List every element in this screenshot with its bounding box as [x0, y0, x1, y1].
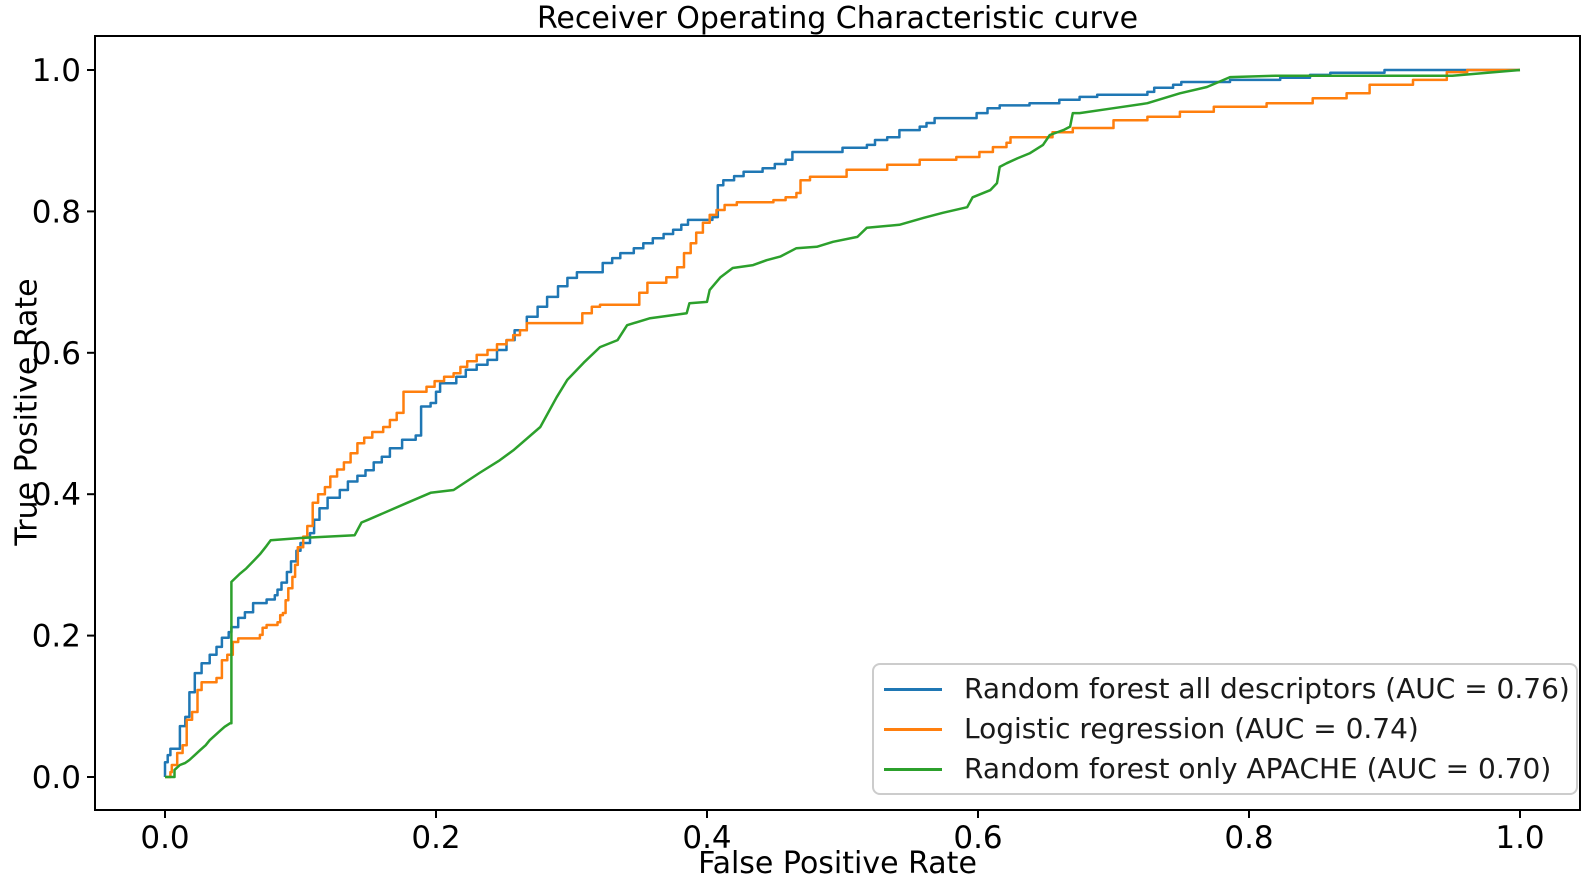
legend-label: Random forest all descriptors (AUC = 0.7… [964, 672, 1570, 705]
x-tick-label: 0.8 [1224, 820, 1273, 856]
x-tick-label: 0.4 [682, 820, 731, 856]
roc-curve-1 [165, 68, 1520, 779]
x-tick-label: 0.6 [953, 820, 1002, 856]
y-tick-label: 0.4 [32, 477, 81, 513]
roc-curve-2 [165, 68, 1521, 779]
y-tick-label: 0.8 [32, 194, 81, 230]
legend: Random forest all descriptors (AUC = 0.7… [872, 663, 1578, 795]
legend-label: Logistic regression (AUC = 0.74) [964, 712, 1419, 745]
legend-item-logistic-regression: Logistic regression (AUC = 0.74) [874, 715, 1576, 743]
legend-line-swatch-blue [884, 687, 942, 691]
legend-line-swatch-green [884, 767, 942, 771]
y-axis-label: True Positive Rate [9, 278, 45, 546]
x-tick-label: 1.0 [1495, 820, 1544, 856]
y-tick-label: 0.2 [32, 619, 81, 655]
y-tick-label: 0.6 [32, 336, 81, 372]
legend-line-swatch-orange [884, 727, 942, 731]
legend-item-random-forest-all: Random forest all descriptors (AUC = 0.7… [874, 675, 1576, 703]
roc-curve-0 [163, 68, 1520, 777]
x-tick-label: 0.2 [411, 820, 460, 856]
x-tick-label: 0.0 [140, 820, 189, 856]
axes-spines [94, 35, 1581, 811]
chart-title: Receiver Operating Characteristic curve [536, 1, 1139, 36]
legend-label: Random forest only APACHE (AUC = 0.70) [964, 752, 1552, 785]
y-tick-label: 0.0 [32, 760, 81, 796]
legend-item-random-forest-apache: Random forest only APACHE (AUC = 0.70) [874, 755, 1576, 783]
x-axis-label: False Positive Rate [698, 846, 977, 881]
y-tick-label: 1.0 [32, 53, 81, 89]
